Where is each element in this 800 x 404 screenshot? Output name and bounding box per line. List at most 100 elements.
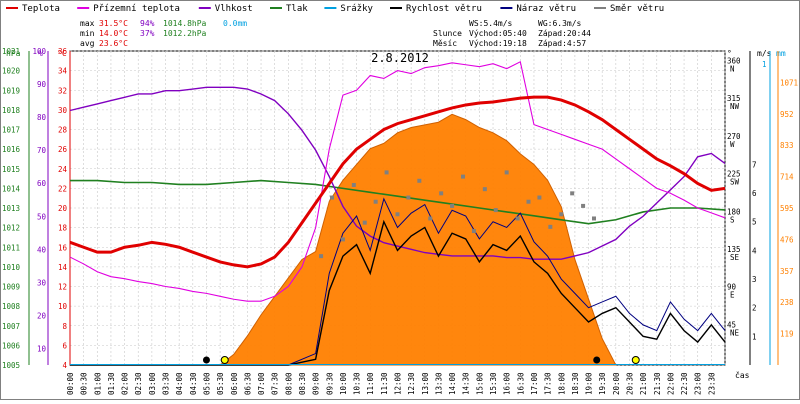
wind-speed-info: WS:5.4m/s — [469, 19, 513, 28]
dir-tick-degree: 90 — [727, 283, 737, 292]
hpa-tick-label: 1021 — [2, 47, 20, 56]
c-tick-label: 14 — [58, 263, 68, 272]
stat-max-rain: 0.0mm — [223, 19, 247, 28]
wind-direction-point — [417, 178, 422, 183]
time-tick-label: 16:00 — [503, 372, 512, 395]
stat-max-label: max — [80, 19, 95, 28]
wm-tick-label: 1071 — [780, 78, 798, 87]
c-tick-label: 26 — [58, 145, 68, 154]
moonrise-text: Východ:19:18 — [469, 39, 527, 48]
series-ground-temp-line — [69, 60, 726, 302]
legend-label: Srážky — [340, 4, 373, 14]
time-tick-label: 09:30 — [325, 372, 334, 395]
dir-tick-compass: E — [730, 291, 735, 300]
dir-tick-degree: 180 — [727, 207, 741, 216]
legend-label: Rychlost větru — [406, 4, 482, 14]
c-tick-label: 12 — [58, 283, 67, 292]
hpa-tick-label: 1020 — [2, 67, 21, 76]
wind-direction-point — [373, 199, 378, 204]
c-tick-label: 36 — [58, 47, 68, 56]
time-tick-label: 10:00 — [339, 372, 348, 395]
time-tick-label: 15:30 — [489, 372, 498, 395]
time-tick-label: 06:30 — [243, 372, 252, 395]
wm-tick-label: 476 — [780, 235, 794, 244]
dir-tick-degree: 225 — [727, 170, 741, 179]
c-tick-label: 30 — [58, 106, 68, 115]
wind-direction-point — [384, 170, 389, 175]
hpa-tick-label: 1014 — [2, 184, 21, 193]
time-tick-label: 02:30 — [134, 372, 143, 395]
c-tick-label: 10 — [58, 302, 68, 311]
pct-tick-label: 100 — [32, 47, 46, 56]
hpa-tick-label: 1016 — [2, 145, 21, 154]
stat-min-temp: 14.0°C — [99, 29, 128, 38]
hpa-tick-label: 1010 — [2, 263, 21, 272]
wind-direction-point — [526, 199, 531, 204]
sunset-marker — [631, 356, 640, 364]
sunrise-text: Východ:05:40 — [469, 29, 527, 38]
wind-direction-point — [559, 212, 564, 217]
hpa-tick-label: 1006 — [2, 341, 21, 350]
dir-tick-compass: S — [730, 215, 735, 224]
pct-tick-label: 70 — [37, 146, 47, 155]
time-tick-label: 00:30 — [80, 372, 89, 395]
c-tick-label: 32 — [58, 86, 67, 95]
wind-direction-point — [340, 237, 345, 242]
time-tick-label: 11:30 — [380, 372, 389, 395]
wm-tick-label: 952 — [780, 110, 794, 119]
dir-tick-compass: W — [730, 140, 735, 149]
sunrise-marker — [220, 356, 229, 364]
time-tick-label: 21:00 — [639, 372, 648, 395]
hpa-tick-label: 1012 — [2, 224, 20, 233]
time-tick-label: 01:00 — [93, 372, 102, 395]
stat-min-press: 1012.2hPa — [163, 29, 207, 38]
c-tick-label: 4 — [62, 361, 67, 370]
pct-tick-label: 90 — [37, 80, 47, 89]
time-tick-label: 03:30 — [162, 372, 171, 395]
hpa-tick-label: 1019 — [2, 86, 20, 95]
time-tick-label: 18:30 — [571, 372, 580, 395]
hpa-tick-label: 1008 — [2, 302, 21, 311]
wind-gust-info: WG:6.3m/s — [538, 19, 582, 28]
pct-tick-label: 30 — [37, 278, 47, 287]
time-tick-label: 05:30 — [216, 372, 225, 395]
stat-max-temp: 31.5°C — [99, 19, 128, 28]
time-tick-label: 03:00 — [148, 372, 157, 395]
ms-tick-label: 6 — [752, 189, 757, 198]
time-tick-label: 16:30 — [516, 372, 525, 395]
c-tick-label: 16 — [58, 243, 68, 252]
time-tick-label: 17:30 — [544, 372, 553, 395]
wm-tick-label: 238 — [780, 298, 794, 307]
wind-direction-point — [351, 182, 356, 187]
stat-avg-temp: 23.6°C — [99, 39, 128, 48]
c-tick-label: 28 — [58, 126, 68, 135]
ms-tick-label: 3 — [752, 275, 757, 284]
wind-direction-point — [482, 187, 487, 192]
mm-tick-label: 1 — [762, 60, 767, 69]
time-tick-label: 13:00 — [421, 372, 430, 395]
wm-tick-label: 595 — [780, 204, 794, 213]
time-tick-label: 00:00 — [66, 372, 75, 395]
ms-tick-label: 5 — [752, 218, 757, 227]
c-tick-label: 8 — [62, 322, 67, 331]
legend-label: Vlhkost — [215, 4, 253, 14]
dir-tick-compass: NE — [730, 328, 740, 337]
wind-direction-point — [471, 229, 476, 234]
dir-tick-compass: SW — [730, 178, 740, 187]
time-tick-label: 13:30 — [434, 372, 443, 395]
time-tick-label: 07:00 — [257, 372, 266, 395]
stat-min-label: min — [80, 29, 95, 38]
time-tick-label: 09:00 — [312, 372, 321, 395]
c-tick-label: 34 — [58, 67, 68, 76]
pct-tick-label: 60 — [37, 179, 47, 188]
stat-min-hum: 37% — [140, 29, 155, 38]
ms-tick-label: 2 — [752, 304, 757, 313]
hpa-tick-label: 1013 — [2, 204, 20, 213]
pct-tick-label: 80 — [37, 113, 47, 122]
time-tick-label: 22:30 — [680, 372, 689, 395]
legend-label: Tlak — [286, 4, 308, 14]
c-tick-label: 24 — [58, 165, 68, 174]
sun-label: Slunce — [433, 29, 462, 38]
